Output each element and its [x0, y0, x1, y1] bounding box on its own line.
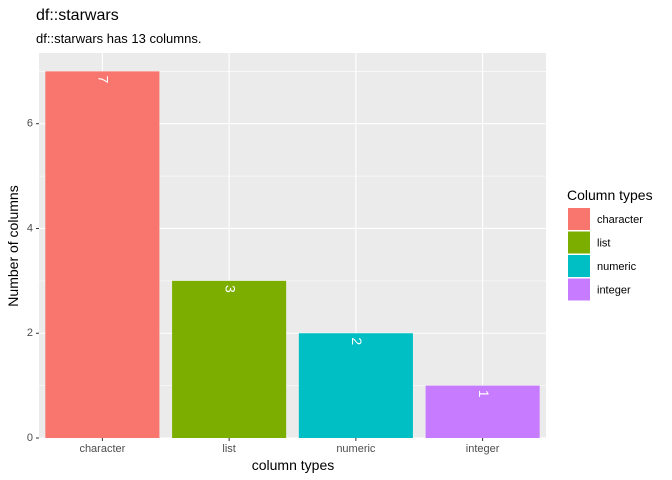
x-tick-label: numeric	[336, 443, 376, 455]
legend-key-character	[568, 208, 590, 230]
legend-label: numeric	[597, 261, 637, 273]
bar-value-label: 2	[349, 337, 365, 345]
chart-title: df::starwars	[36, 7, 119, 24]
bar-value-labels: 7 3 2 1	[96, 75, 492, 397]
y-tick-label: 2	[27, 327, 33, 339]
bars	[45, 71, 540, 438]
legend-label: integer	[597, 284, 631, 296]
x-tick-label: list	[222, 443, 235, 455]
bar-value-label: 7	[96, 75, 112, 83]
y-tick-label: 4	[27, 222, 33, 234]
bar-value-label: 1	[476, 390, 492, 398]
chart-subtitle: df::starwars has 13 columns.	[36, 31, 201, 46]
bar-character	[45, 71, 160, 438]
bar-integer	[425, 385, 540, 438]
y-tick-label: 0	[27, 432, 33, 444]
legend-label: character	[597, 214, 643, 226]
legend-key-numeric	[568, 255, 590, 277]
y-axis: 0 2 4 6	[27, 118, 39, 444]
legend-key-list	[568, 231, 590, 254]
bar-value-label: 3	[222, 285, 238, 293]
x-tick-label: integer	[466, 443, 500, 455]
x-axis: character list numeric integer	[79, 438, 500, 455]
y-tick-label: 6	[27, 118, 33, 130]
x-tick-label: character	[79, 443, 125, 455]
y-axis-title: Number of columns	[5, 185, 21, 306]
legend-label: list	[597, 237, 610, 249]
legend: Column types character list numeric integer	[567, 187, 653, 301]
bar-numeric	[298, 333, 413, 438]
legend-key-integer	[568, 278, 590, 301]
bar-list	[172, 280, 287, 438]
x-axis-title: column types	[252, 457, 334, 473]
legend-title: Column types	[567, 187, 653, 203]
